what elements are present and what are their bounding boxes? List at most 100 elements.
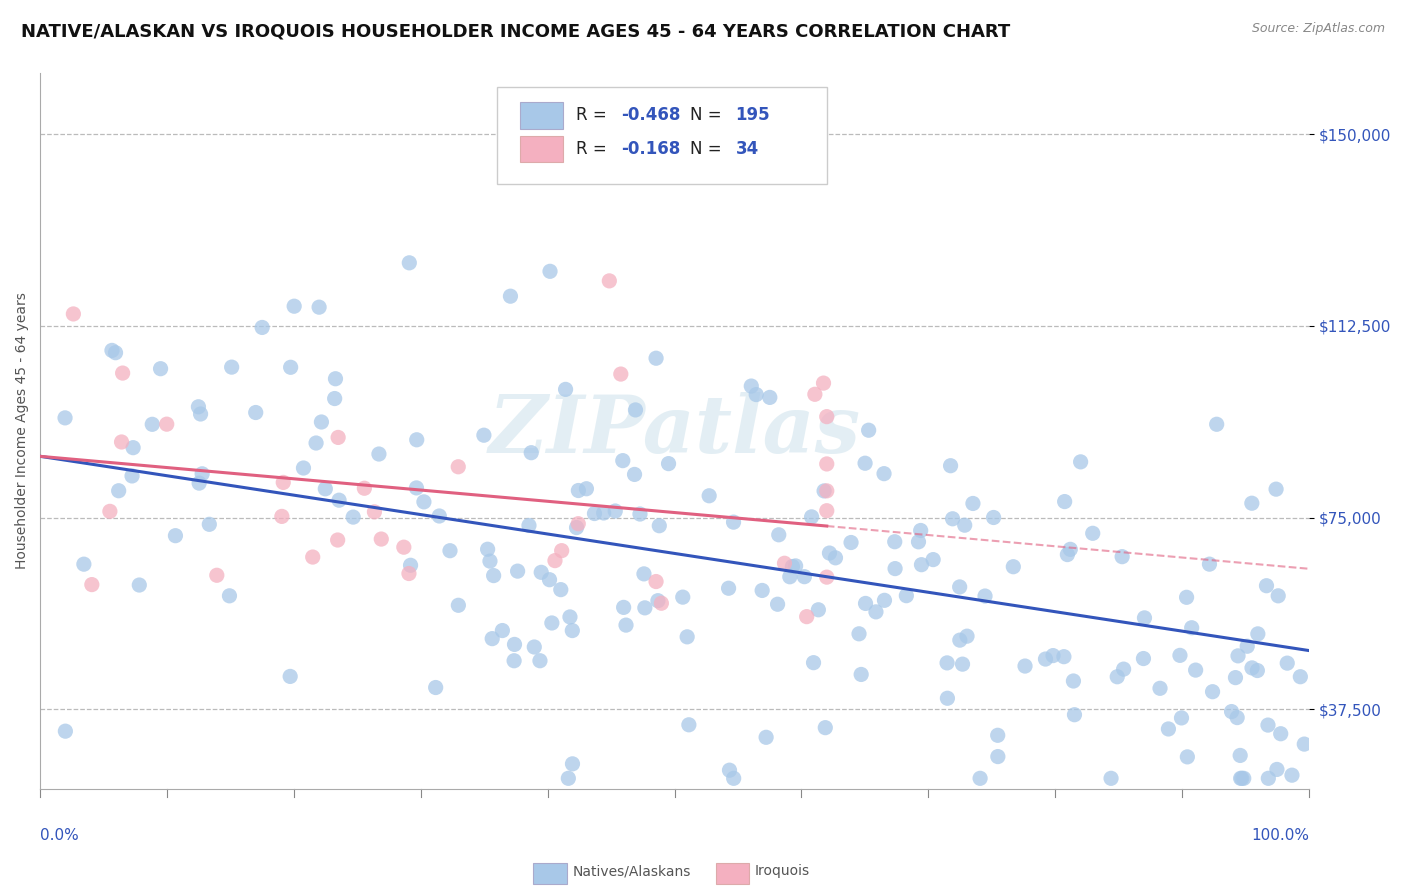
Point [567, 483, 589, 498]
Text: R =: R = [575, 106, 606, 124]
Point [1294, 737, 1316, 751]
Point [190, 407, 212, 421]
Point [740, 379, 762, 393]
Point [530, 566, 553, 580]
Point [605, 504, 627, 518]
Point [987, 749, 1010, 764]
Point [983, 510, 1005, 524]
Point [614, 618, 637, 632]
Point [104, 345, 127, 359]
Point [1230, 772, 1253, 786]
Point [101, 343, 124, 358]
Point [910, 558, 932, 572]
Point [1081, 526, 1104, 541]
Point [936, 656, 959, 670]
Point [647, 593, 669, 607]
Point [723, 515, 745, 529]
Point [1053, 649, 1076, 664]
Point [245, 405, 267, 419]
Point [270, 509, 292, 524]
Point [529, 654, 551, 668]
Point [773, 556, 796, 570]
Text: R =: R = [575, 140, 606, 158]
Point [807, 603, 830, 617]
Point [370, 532, 392, 546]
Point [1225, 671, 1247, 685]
Point [218, 589, 240, 603]
Point [128, 578, 150, 592]
Point [1220, 705, 1243, 719]
Point [326, 430, 349, 444]
Point [853, 456, 876, 470]
Point [610, 367, 633, 381]
Point [751, 583, 773, 598]
Point [325, 372, 347, 386]
Point [561, 624, 583, 638]
Point [1149, 681, 1171, 696]
Point [149, 361, 172, 376]
Point [1107, 670, 1129, 684]
Point [368, 447, 391, 461]
Text: NATIVE/ALASKAN VS IROQUOIS HOUSEHOLDER INCOME AGES 45 - 64 YEARS CORRELATION CHA: NATIVE/ALASKAN VS IROQUOIS HOUSEHOLDER I… [21, 22, 1011, 40]
Point [1257, 718, 1279, 732]
Point [1270, 727, 1292, 741]
Point [723, 772, 745, 786]
Point [283, 299, 305, 313]
Point [1062, 673, 1084, 688]
Point [907, 534, 929, 549]
Point [813, 483, 835, 498]
Point [554, 383, 576, 397]
Point [1267, 589, 1289, 603]
Point [427, 508, 450, 523]
Point [1277, 656, 1299, 670]
Point [311, 415, 333, 429]
Point [883, 534, 905, 549]
Point [538, 573, 561, 587]
Point [353, 481, 375, 495]
Point [956, 629, 979, 643]
Point [818, 546, 841, 560]
Point [851, 667, 873, 681]
Text: 100.0%: 100.0% [1251, 828, 1309, 843]
Text: N =: N = [690, 140, 721, 158]
Point [491, 624, 513, 638]
Point [613, 600, 636, 615]
Point [949, 580, 972, 594]
Point [326, 533, 349, 547]
Point [759, 391, 782, 405]
Point [657, 457, 679, 471]
Point [678, 718, 700, 732]
Point [987, 728, 1010, 742]
Point [634, 600, 657, 615]
Point [645, 574, 668, 589]
Point [121, 469, 143, 483]
Point [1170, 711, 1192, 725]
FancyBboxPatch shape [496, 87, 827, 184]
Point [425, 681, 447, 695]
Text: N =: N = [690, 106, 721, 124]
Point [221, 360, 243, 375]
Text: Source: ZipAtlas.com: Source: ZipAtlas.com [1251, 22, 1385, 36]
Point [53, 410, 76, 425]
Point [1070, 455, 1092, 469]
Point [583, 507, 606, 521]
Point [477, 542, 499, 557]
Point [969, 772, 991, 786]
Text: -0.168: -0.168 [621, 140, 681, 158]
Point [800, 509, 823, 524]
FancyBboxPatch shape [520, 136, 562, 162]
Point [1236, 639, 1258, 653]
Point [873, 467, 896, 481]
Point [538, 264, 561, 278]
Point [308, 300, 330, 314]
Point [481, 632, 503, 646]
Point [896, 589, 918, 603]
Point [405, 433, 427, 447]
Point [623, 467, 645, 482]
Point [717, 581, 740, 595]
Point [592, 506, 614, 520]
Point [650, 596, 672, 610]
Text: -0.468: -0.468 [621, 106, 681, 124]
Point [1247, 627, 1270, 641]
Point [305, 436, 328, 450]
